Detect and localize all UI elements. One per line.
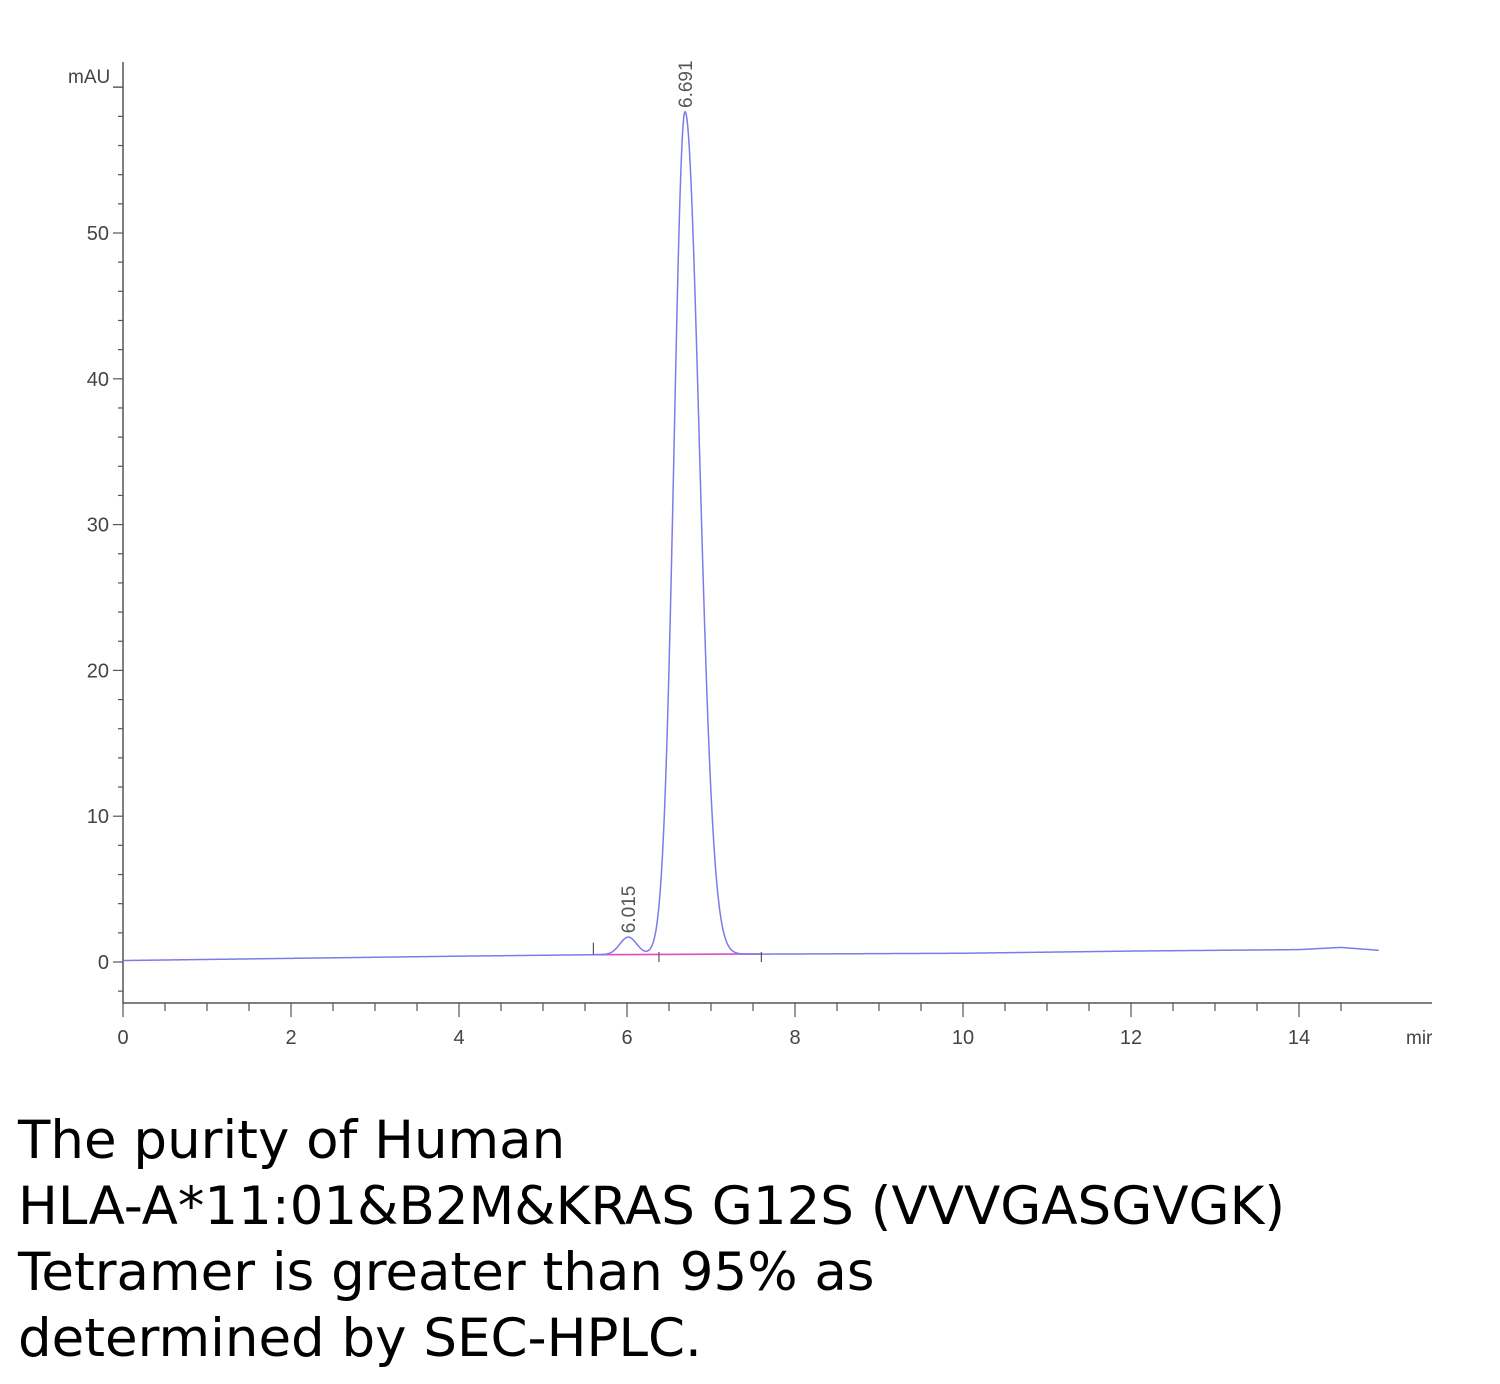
x-unit-label: mir <box>1406 1028 1433 1049</box>
x-tick-label: 12 <box>1120 1027 1142 1049</box>
caption: The purity of Human HLA-A*11:01&B2M&KRAS… <box>18 1108 1488 1372</box>
y-tick-label: 50 <box>87 223 109 245</box>
y-tick-label: 20 <box>87 660 109 682</box>
y-unit-label: mAU <box>68 67 110 88</box>
x-tick-label: 10 <box>952 1027 974 1049</box>
caption-line-1: The purity of Human <box>18 1110 566 1171</box>
y-tick-label: 30 <box>87 515 109 537</box>
integration-baseline <box>593 953 762 956</box>
peak-labels: 6.015 6.691 <box>592 60 763 962</box>
x-tick-label: 14 <box>1288 1027 1310 1049</box>
ticks <box>113 86 1342 1017</box>
x-tick-label: 2 <box>285 1027 296 1049</box>
y-tick-label: 0 <box>98 952 109 974</box>
peak-label: 6.015 <box>619 886 640 934</box>
x-tick-label: 4 <box>453 1027 464 1049</box>
caption-line-2: HLA-A*11:01&B2M&KRAS G12S (VVVGASGVGK) <box>18 1176 1286 1237</box>
y-tick-label: 10 <box>87 806 109 828</box>
x-tick-label: 6 <box>621 1027 632 1049</box>
y-tick-label: 40 <box>87 369 109 391</box>
chromatogram-trace <box>123 110 1379 962</box>
peak-label: 6.691 <box>676 60 697 108</box>
x-tick-label: 0 <box>117 1027 128 1049</box>
caption-line-4: determined by SEC-HPLC. <box>18 1308 702 1369</box>
caption-line-3: Tetramer is greater than 95% as <box>18 1242 875 1303</box>
x-tick-label: 8 <box>789 1027 800 1049</box>
tick-labels: 0 10 20 30 40 50 0 2 4 6 8 10 12 14 <box>87 223 1310 1049</box>
axes <box>122 62 1432 1004</box>
chromatogram-chart: 0 10 20 30 40 50 0 2 4 6 8 10 12 14 mAU mir 6.015 6.69… <box>68 60 1433 1049</box>
